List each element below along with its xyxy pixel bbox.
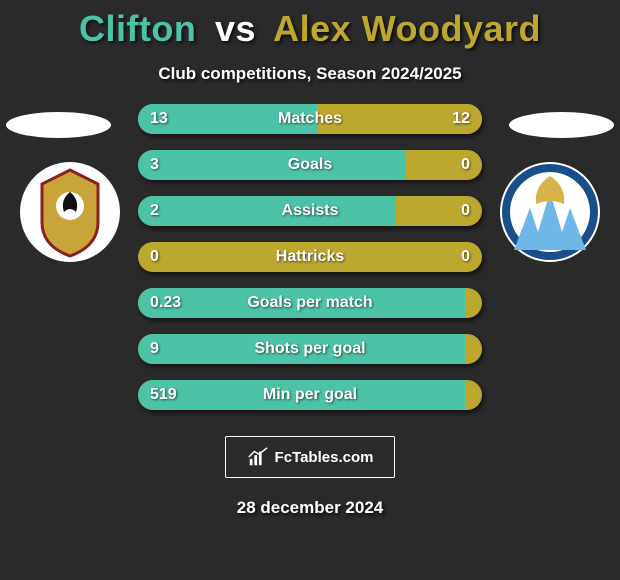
stat-label: Goals	[288, 156, 332, 174]
stat-label: Hattricks	[276, 248, 344, 266]
club2-name-plate	[509, 112, 614, 138]
stat-value-left: 3	[150, 156, 159, 174]
season-subtitle: Club competitions, Season 2024/2025	[0, 64, 620, 84]
stat-value-left: 519	[150, 386, 177, 404]
stat-value-left: 13	[150, 110, 168, 128]
stat-value-right: 0	[461, 248, 470, 266]
stat-bar: 0.23 Goals per match	[138, 288, 482, 318]
player2-name: Alex Woodyard	[273, 8, 541, 49]
stat-bars: 13 12 Matches 3 0 Goals 2 0 Assists 0 0 Hattricks 0.…	[138, 104, 482, 410]
stat-bar: 9 Shots per goal	[138, 334, 482, 364]
club1-badge	[20, 162, 120, 262]
stat-value-right: 0	[461, 202, 470, 220]
stat-label: Matches	[278, 110, 342, 128]
stat-bar: 0 0 Hattricks	[138, 242, 482, 272]
stat-value-left: 0	[150, 248, 159, 266]
stat-bar: 3 0 Goals	[138, 150, 482, 180]
vs-text: vs	[215, 8, 256, 49]
branding-text: FcTables.com	[275, 449, 374, 466]
stat-value-left: 9	[150, 340, 159, 358]
stat-bar: 13 12 Matches	[138, 104, 482, 134]
stat-bar: 2 0 Assists	[138, 196, 482, 226]
stat-value-right: 12	[452, 110, 470, 128]
stat-label: Shots per goal	[254, 340, 365, 358]
stat-bar: 519 Min per goal	[138, 380, 482, 410]
doncaster-crest-icon	[20, 162, 120, 262]
branding-box: FcTables.com	[225, 436, 395, 478]
stat-label: Goals per match	[247, 294, 372, 312]
comparison-date: 28 december 2024	[237, 498, 384, 518]
player1-name: Clifton	[79, 8, 196, 49]
stat-fill-left	[138, 150, 406, 180]
club1-name-plate	[6, 112, 111, 138]
stat-label: Min per goal	[263, 386, 357, 404]
comparison-title: Clifton vs Alex Woodyard	[0, 0, 620, 50]
stat-value-left: 0.23	[150, 294, 181, 312]
stat-value-left: 2	[150, 202, 159, 220]
colchester-crest-icon	[500, 162, 600, 262]
stat-fill-left	[138, 196, 396, 226]
chart-icon	[247, 446, 269, 468]
stat-label: Assists	[282, 202, 339, 220]
stat-value-right: 0	[461, 156, 470, 174]
club2-badge	[500, 162, 600, 262]
